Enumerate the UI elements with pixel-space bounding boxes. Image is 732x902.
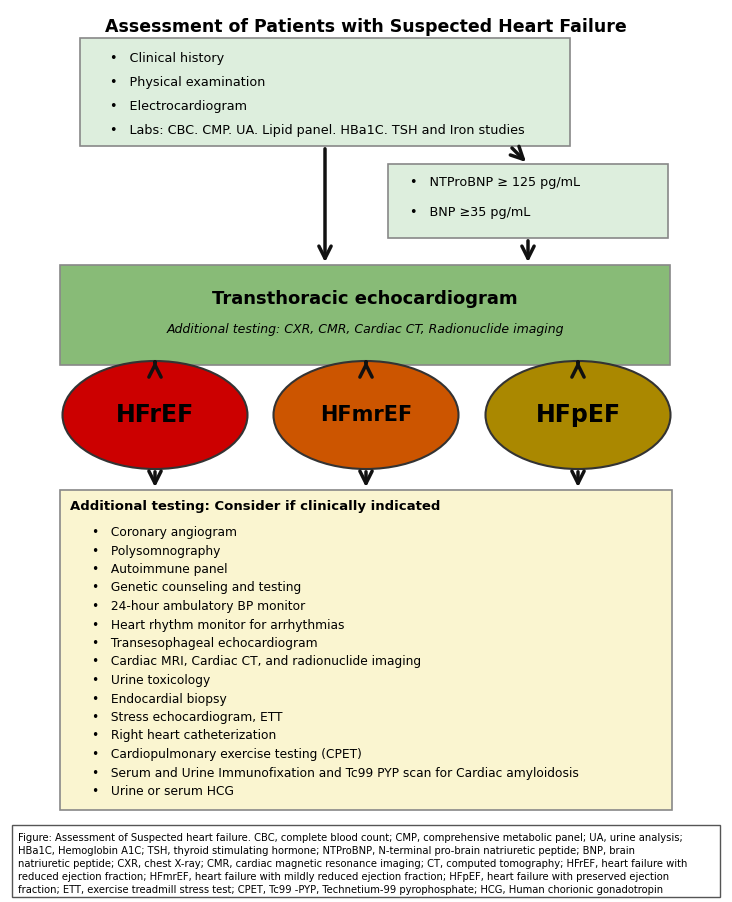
FancyBboxPatch shape [388, 164, 668, 238]
Text: HFrEF: HFrEF [116, 403, 194, 427]
FancyBboxPatch shape [60, 265, 670, 365]
Text: reduced ejection fraction; HFmrEF, heart failure with mildly reduced ejection fr: reduced ejection fraction; HFmrEF, heart… [18, 872, 669, 882]
Text: •   Polysomnography: • Polysomnography [92, 545, 220, 557]
Text: •   Cardiac MRI, Cardiac CT, and radionuclide imaging: • Cardiac MRI, Cardiac CT, and radionucl… [92, 656, 421, 668]
Text: •   Serum and Urine Immunofixation and Tc99 PYP scan for Cardiac amyloidosis: • Serum and Urine Immunofixation and Tc9… [92, 767, 579, 779]
Text: Assessment of Patients with Suspected Heart Failure: Assessment of Patients with Suspected He… [105, 18, 627, 36]
Text: •   24-hour ambulatory BP monitor: • 24-hour ambulatory BP monitor [92, 600, 305, 613]
Ellipse shape [62, 361, 247, 469]
Text: HFmrEF: HFmrEF [320, 405, 412, 425]
FancyBboxPatch shape [60, 490, 672, 810]
Text: •   Endocardial biopsy: • Endocardial biopsy [92, 693, 227, 705]
FancyBboxPatch shape [12, 825, 720, 897]
Text: •   Heart rhythm monitor for arrhythmias: • Heart rhythm monitor for arrhythmias [92, 619, 345, 631]
Text: •   Coronary angiogram: • Coronary angiogram [92, 526, 237, 539]
Text: •   Electrocardiogram: • Electrocardiogram [110, 100, 247, 113]
Ellipse shape [485, 361, 671, 469]
Text: •   Labs: CBC. CMP. UA. Lipid panel. HBa1C. TSH and Iron studies: • Labs: CBC. CMP. UA. Lipid panel. HBa1C… [110, 124, 525, 137]
Text: •   Urine or serum HCG: • Urine or serum HCG [92, 785, 234, 798]
Text: •   Clinical history: • Clinical history [110, 52, 224, 65]
Text: Additional testing: Consider if clinically indicated: Additional testing: Consider if clinical… [70, 500, 441, 513]
Text: Additional testing: CXR, CMR, Cardiac CT, Radionuclide imaging: Additional testing: CXR, CMR, Cardiac CT… [166, 323, 564, 336]
Text: •   Urine toxicology: • Urine toxicology [92, 674, 210, 687]
Text: fraction; ETT, exercise treadmill stress test; CPET, Tc99 -PYP, Technetium-99 py: fraction; ETT, exercise treadmill stress… [18, 885, 663, 895]
Text: •   Physical examination: • Physical examination [110, 76, 266, 89]
Text: •   Stress echocardiogram, ETT: • Stress echocardiogram, ETT [92, 711, 283, 724]
Text: natriuretic peptide; CXR, chest X-ray; CMR, cardiac magnetic resonance imaging; : natriuretic peptide; CXR, chest X-ray; C… [18, 859, 687, 869]
Text: HBa1C, Hemoglobin A1C; TSH, thyroid stimulating hormone; NTProBNP, N-terminal pr: HBa1C, Hemoglobin A1C; TSH, thyroid stim… [18, 846, 635, 856]
Text: •   Transesophageal echocardiogram: • Transesophageal echocardiogram [92, 637, 318, 650]
Text: •   NTProBNP ≥ 125 pg/mL: • NTProBNP ≥ 125 pg/mL [410, 176, 580, 189]
Text: •   Genetic counseling and testing: • Genetic counseling and testing [92, 582, 302, 594]
Text: Transthoracic echocardiogram: Transthoracic echocardiogram [212, 290, 518, 308]
Text: •   Cardiopulmonary exercise testing (CPET): • Cardiopulmonary exercise testing (CPET… [92, 748, 362, 761]
Text: •   BNP ≥35 pg/mL: • BNP ≥35 pg/mL [410, 206, 530, 219]
FancyBboxPatch shape [80, 38, 570, 146]
Ellipse shape [274, 361, 458, 469]
Text: HFpEF: HFpEF [535, 403, 621, 427]
Text: •   Autoimmune panel: • Autoimmune panel [92, 563, 228, 576]
Text: •   Right heart catheterization: • Right heart catheterization [92, 730, 276, 742]
Text: Figure: Assessment of Suspected heart failure. CBC, complete blood count; CMP, c: Figure: Assessment of Suspected heart fa… [18, 833, 683, 843]
